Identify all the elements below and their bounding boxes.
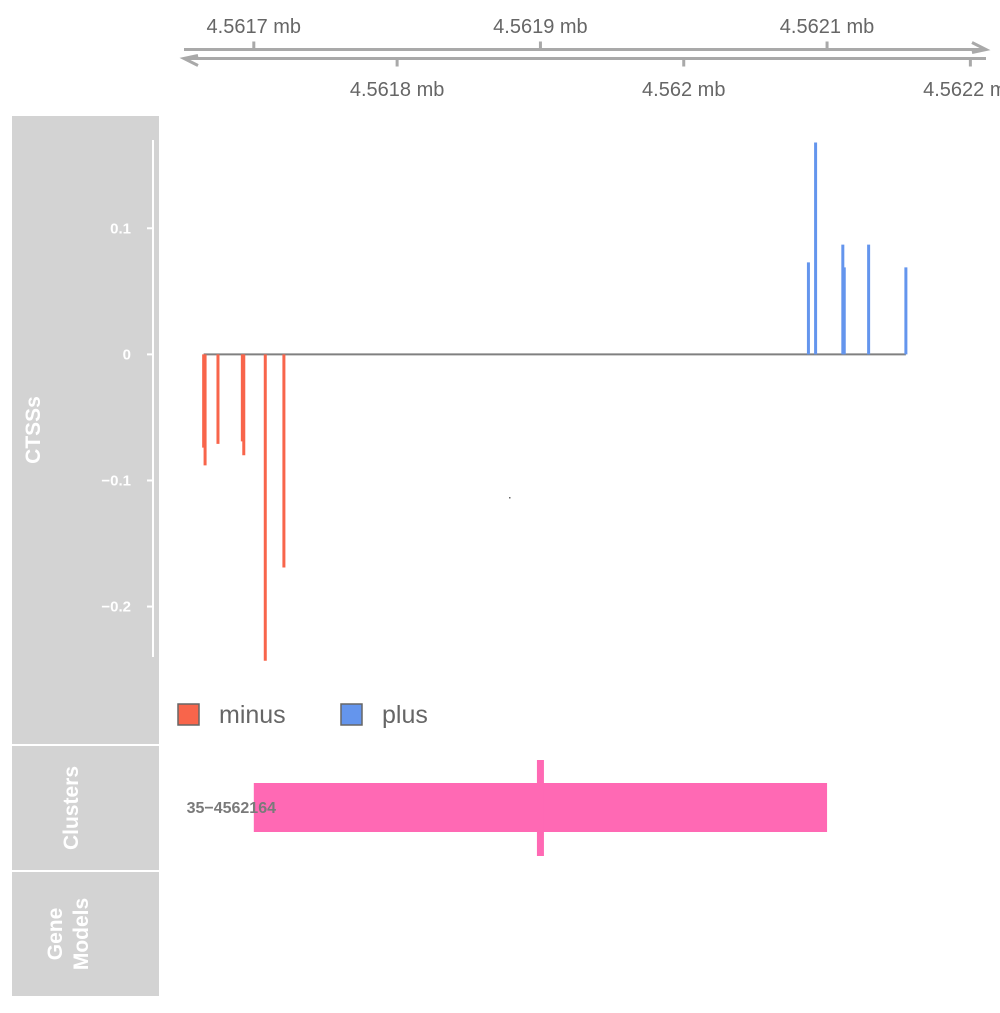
gene-models-track-title: Gene Models [44,898,93,970]
cluster-peak-mark [536,760,544,856]
gene-models-track-header [12,872,159,996]
clusters-plot-area: 35−4562164 [187,760,828,856]
ctss-track-title: CTSSs [22,396,45,464]
axis-tick-label: 4.5618 mb [350,79,445,101]
axis-tick-label: 4.5619 mb [493,16,588,38]
clusters-track-header [12,746,159,870]
cluster-label: 35−4562164 [187,800,277,817]
axis-arrow-left [179,54,199,67]
y-axis-tick-label: −0.2 [101,599,131,616]
legend-swatch-minus [177,703,200,726]
legend-swatch-plus [340,703,363,726]
y-axis-tick-label: −0.1 [101,472,131,489]
axis-tick-label: 4.5617 mb [207,16,302,38]
axis-arrow-right [971,41,991,54]
axis-tick-label: 4.562 mb [642,79,725,101]
ctss-track-header [12,116,159,744]
genome-axis: 4.5617 mb 4.5618 mb 4.5619 mb 4.562 mb 4.562… [179,16,1000,101]
legend-label-plus: plus [382,701,428,729]
legend-label-minus: minus [219,701,286,729]
ctss-legend: minus plus [177,701,428,729]
axis-tick-label: 4.5622 mb [923,79,1000,101]
gene-models-title-line-1: Gene [44,908,67,961]
gene-models-title-line-2: Models [70,898,93,970]
clusters-track-title: Clusters [60,766,83,850]
ctss-plot-area [202,142,908,661]
y-axis-tick-label: 0.1 [110,220,131,237]
axis-tick-label: 4.5621 mb [780,16,875,38]
stray-dot [509,497,511,499]
y-axis-tick-label: 0 [123,346,131,363]
ctss-y-axis: 0.1 0 −0.1 −0.2 [101,140,154,657]
